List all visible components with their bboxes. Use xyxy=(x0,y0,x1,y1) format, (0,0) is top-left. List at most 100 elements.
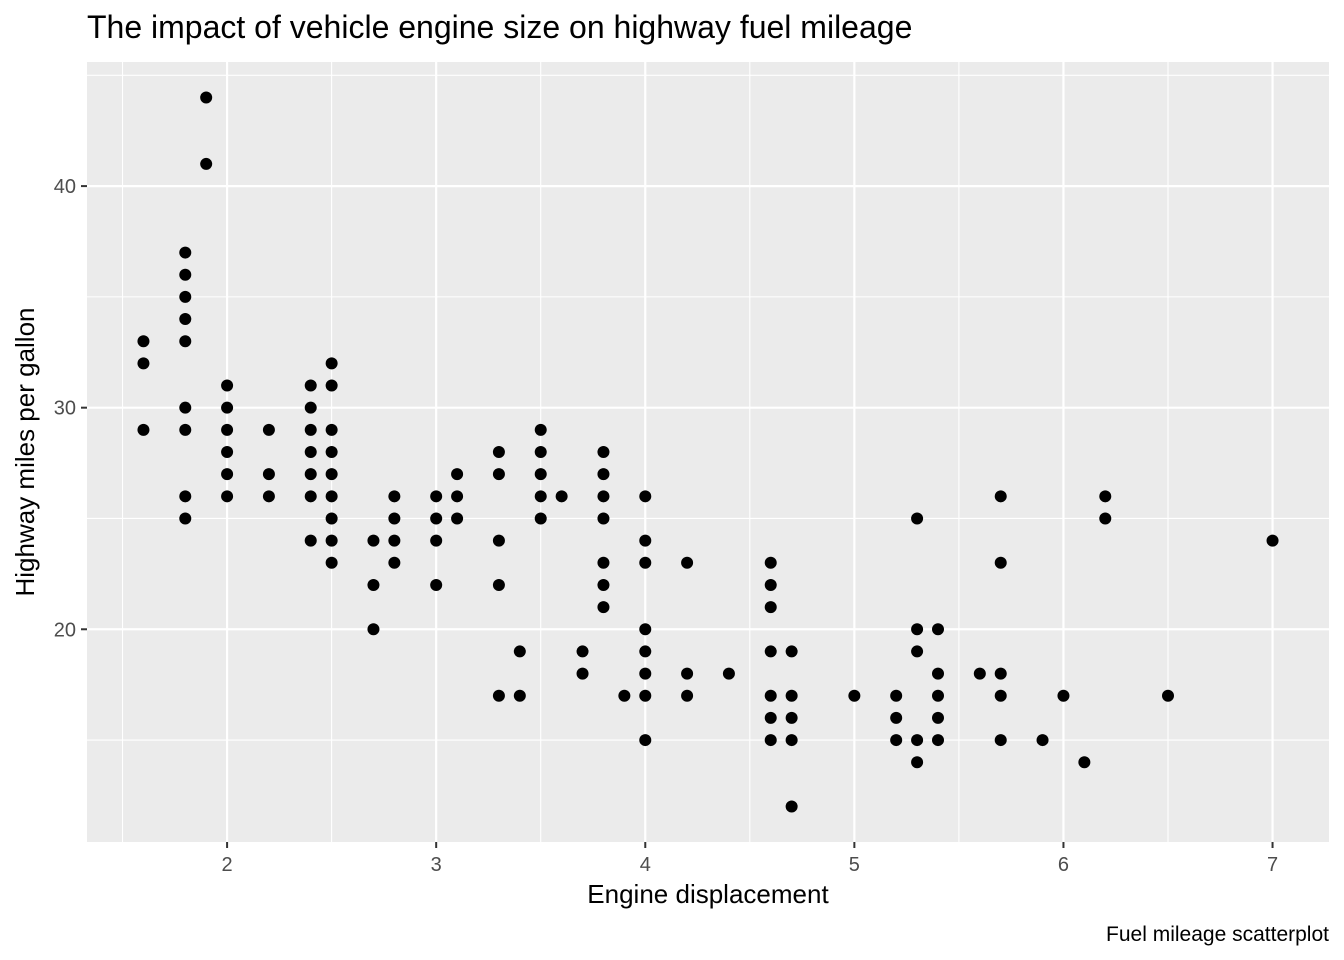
data-point xyxy=(890,711,903,724)
data-point xyxy=(492,689,505,702)
data-point xyxy=(179,401,192,414)
x-tick-label: 3 xyxy=(431,854,442,876)
data-point xyxy=(785,711,798,724)
data-point xyxy=(179,290,192,303)
data-point xyxy=(597,512,610,525)
data-point xyxy=(221,490,234,503)
x-tick-label: 5 xyxy=(849,854,860,876)
data-point xyxy=(973,667,986,680)
data-point xyxy=(764,689,777,702)
data-point xyxy=(179,490,192,503)
data-point xyxy=(200,91,213,104)
data-point xyxy=(576,645,589,658)
data-point xyxy=(388,556,401,569)
x-tick-label: 7 xyxy=(1267,854,1278,876)
data-point xyxy=(681,556,694,569)
data-point xyxy=(911,734,924,747)
x-tick-label: 4 xyxy=(640,854,651,876)
data-point xyxy=(534,468,547,481)
data-point xyxy=(1057,689,1070,702)
chart-title: The impact of vehicle engine size on hig… xyxy=(87,9,912,45)
data-point xyxy=(325,468,338,481)
data-point xyxy=(325,512,338,525)
data-point xyxy=(325,490,338,503)
data-point xyxy=(492,578,505,591)
data-point xyxy=(932,623,944,636)
data-point xyxy=(911,756,924,769)
data-point xyxy=(764,645,777,658)
minor-gridlines xyxy=(87,62,1329,842)
data-point xyxy=(932,689,944,702)
data-point xyxy=(221,423,234,436)
data-point xyxy=(534,490,547,503)
data-point xyxy=(513,689,526,702)
data-point xyxy=(764,711,777,724)
data-point xyxy=(722,667,735,680)
data-point xyxy=(221,468,234,481)
data-point xyxy=(492,468,505,481)
data-point xyxy=(932,734,944,747)
data-point xyxy=(764,601,777,614)
data-point xyxy=(304,379,317,392)
data-point xyxy=(221,401,234,414)
data-point xyxy=(764,734,777,747)
data-point xyxy=(430,578,443,591)
data-point xyxy=(367,534,380,547)
data-point xyxy=(597,468,610,481)
data-point xyxy=(639,623,652,636)
data-point xyxy=(304,446,317,458)
y-tick-label: 30 xyxy=(54,398,76,420)
data-point xyxy=(179,268,192,281)
data-point xyxy=(262,468,275,481)
data-point xyxy=(994,734,1007,747)
data-point xyxy=(451,468,464,481)
data-point xyxy=(785,800,798,813)
data-point xyxy=(890,689,903,702)
data-point xyxy=(262,423,275,436)
data-point xyxy=(262,490,275,503)
data-point xyxy=(994,667,1007,680)
data-point xyxy=(221,446,234,458)
data-point xyxy=(618,689,631,702)
data-point xyxy=(639,645,652,658)
data-point xyxy=(639,490,652,503)
data-point xyxy=(304,490,317,503)
data-point xyxy=(597,578,610,591)
x-axis: 2 3 4 5 6 7 xyxy=(222,842,1278,876)
data-point xyxy=(179,313,192,326)
data-point xyxy=(325,556,338,569)
data-point xyxy=(325,357,338,370)
data-point xyxy=(639,534,652,547)
data-point xyxy=(994,689,1007,702)
data-point xyxy=(451,512,464,525)
data-point xyxy=(785,645,798,658)
data-point xyxy=(1162,689,1174,702)
data-point xyxy=(179,246,192,259)
data-point xyxy=(785,689,798,702)
data-point xyxy=(137,423,150,436)
data-points xyxy=(137,91,1279,813)
data-point xyxy=(304,534,317,547)
data-point xyxy=(304,423,317,436)
data-point xyxy=(304,468,317,481)
x-axis-title: Engine displacement xyxy=(587,879,829,909)
data-point xyxy=(1266,534,1279,547)
data-point xyxy=(179,423,192,436)
data-point xyxy=(576,667,589,680)
data-point xyxy=(639,734,652,747)
data-point xyxy=(451,490,464,503)
x-tick-label: 6 xyxy=(1058,854,1069,876)
data-point xyxy=(890,734,903,747)
y-axis: 20 30 40 xyxy=(54,176,87,641)
data-point xyxy=(1036,734,1049,747)
data-point xyxy=(639,689,652,702)
data-point xyxy=(639,556,652,569)
data-point xyxy=(388,490,401,503)
data-point xyxy=(1099,490,1112,503)
data-point xyxy=(1078,756,1091,769)
data-point xyxy=(367,578,380,591)
data-point xyxy=(911,645,924,658)
data-point xyxy=(534,446,547,458)
data-point xyxy=(492,446,505,458)
data-point xyxy=(325,423,338,436)
